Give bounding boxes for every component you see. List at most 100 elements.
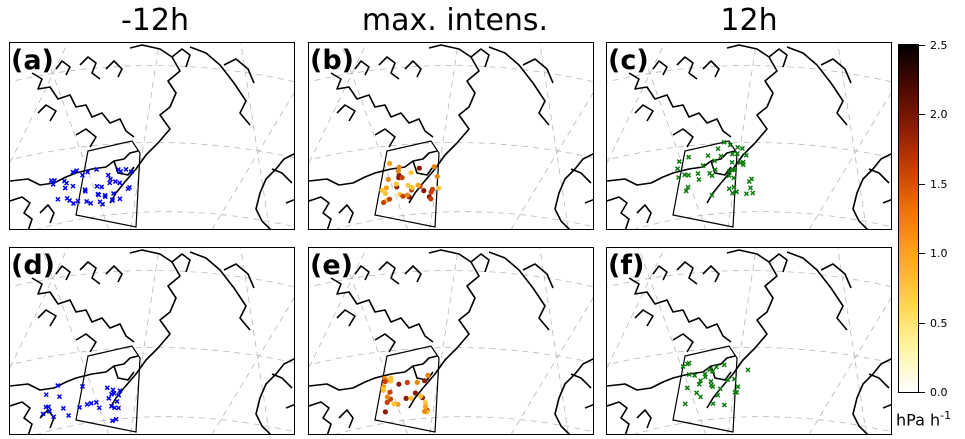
cyclone-marker <box>64 180 70 186</box>
cyclone-marker <box>735 144 741 150</box>
cyclone-marker <box>386 196 393 202</box>
cyclone-marker <box>686 360 692 366</box>
coastline <box>488 251 550 331</box>
cyclone-marker <box>384 394 390 400</box>
coastline <box>309 355 438 391</box>
coastline <box>768 253 788 273</box>
cyclone-marker <box>404 192 410 198</box>
coastline <box>109 44 181 204</box>
cyclone-marker <box>725 377 731 383</box>
cyclone-marker <box>55 383 61 389</box>
cyclone-marker <box>713 364 719 370</box>
coastline <box>285 198 294 204</box>
cyclone-marker <box>428 189 434 195</box>
coastline <box>570 168 592 184</box>
cyclone-marker <box>734 389 740 395</box>
graticule-line <box>36 416 294 434</box>
cyclone-marker <box>682 401 688 407</box>
map-panel-b: (b) <box>308 42 594 230</box>
cyclone-marker <box>74 168 80 174</box>
panel-label-a: (a) <box>11 45 54 76</box>
cyclone-marker <box>99 184 105 190</box>
cyclone-marker <box>422 378 428 384</box>
cyclone-marker <box>676 174 682 181</box>
colorbar-tick <box>919 392 925 393</box>
graticule-line <box>309 65 593 83</box>
cyclone-marker <box>93 399 99 405</box>
coastline <box>10 355 139 391</box>
graticule-line <box>10 43 69 164</box>
cyclone-marker <box>382 379 388 385</box>
graticule-line <box>633 211 891 229</box>
coastline <box>338 409 354 429</box>
coastline <box>584 198 593 204</box>
cyclone-marker <box>696 177 702 183</box>
cyclone-marker <box>434 173 440 180</box>
graticule-line <box>638 43 706 229</box>
cyclone-marker <box>381 199 387 206</box>
coastline <box>852 153 891 229</box>
coastline <box>109 249 181 409</box>
cyclone-marker <box>395 401 401 407</box>
cyclone-marker <box>422 404 429 410</box>
cyclone-marker <box>735 384 741 390</box>
coastline <box>10 150 139 186</box>
coastline <box>404 60 422 78</box>
cyclone-marker <box>113 416 119 422</box>
panel-label-f: (f) <box>608 250 645 281</box>
cyclone-marker <box>702 371 708 377</box>
graticule-line <box>340 248 408 434</box>
cyclone-marker <box>88 400 94 406</box>
cyclone-marker <box>400 193 406 199</box>
graticule-line <box>309 248 368 369</box>
coastline <box>39 204 55 224</box>
cyclone-marker <box>721 139 727 145</box>
map-panel-f: (f) <box>606 247 892 435</box>
coastline <box>255 153 294 229</box>
cyclone-marker <box>94 166 100 172</box>
colorbar-tick <box>919 184 925 185</box>
coastline <box>786 251 848 331</box>
cyclone-marker <box>82 187 88 193</box>
coastline <box>378 56 400 80</box>
coastline <box>570 373 592 389</box>
graticule-line <box>607 142 891 161</box>
coastline <box>470 48 490 68</box>
coastline <box>31 72 135 138</box>
cyclone-marker <box>709 192 715 198</box>
cyclone-marker <box>695 170 701 177</box>
coastline <box>706 44 778 204</box>
graticule-line <box>309 270 593 288</box>
cyclone-marker <box>743 191 750 197</box>
cyclone-marker <box>75 198 81 204</box>
cyclone-marker <box>428 196 434 202</box>
cyclone-marker <box>712 167 718 173</box>
coastline <box>374 333 396 353</box>
colorbar-tick <box>919 114 925 115</box>
colorbar-unit-label: hPa h-1 <box>896 409 952 430</box>
cyclone-marker <box>740 162 746 168</box>
coastline <box>374 128 396 148</box>
cyclone-marker <box>111 190 117 197</box>
graticule-line <box>240 43 270 229</box>
coastline <box>105 265 123 283</box>
coastline <box>786 46 848 126</box>
column-title-3: 12h <box>720 3 778 38</box>
cyclone-marker <box>116 392 122 398</box>
map-panel-e: (e) <box>308 247 594 435</box>
cyclone-marker <box>405 182 411 188</box>
cyclone-marker <box>416 165 422 171</box>
graticule-line <box>41 43 109 229</box>
graticule-line <box>638 248 706 434</box>
cyclone-marker <box>117 388 123 394</box>
cyclone-marker <box>85 169 91 175</box>
cyclone-marker <box>50 181 56 187</box>
coastline <box>636 409 652 429</box>
cyclone-marker <box>384 399 390 405</box>
cyclone-marker <box>62 185 68 191</box>
coastline <box>75 333 97 353</box>
cyclone-marker <box>45 404 52 410</box>
coastline <box>852 358 891 434</box>
cyclone-marker <box>51 414 57 420</box>
cyclone-marker <box>717 386 723 392</box>
